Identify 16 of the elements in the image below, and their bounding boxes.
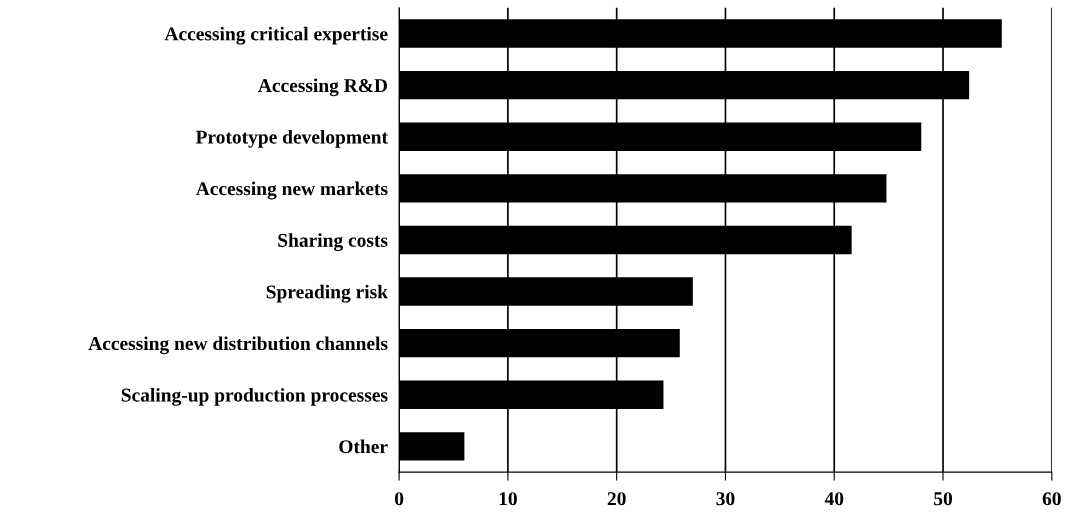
x-tick-label: 50 [934, 492, 953, 506]
y-tick-label: Other [339, 439, 388, 454]
y-tick-label: Scaling-up production processes [121, 387, 388, 406]
x-tick-label: 30 [716, 492, 735, 506]
y-tick-label: Sharing costs [278, 233, 388, 251]
y-tick-label: Spreading risk [266, 284, 388, 303]
y-tick-label: Accessing new distribution channels [88, 336, 388, 355]
y-tick-label: Accessing critical expertise [164, 26, 388, 45]
x-tick-label: 10 [499, 492, 517, 506]
x-tick-label: 40 [824, 492, 844, 506]
y-tick-label: Accessing new markets [195, 181, 388, 200]
y-tick-label: Accessing R&D [258, 78, 388, 97]
x-tick-label: 20 [607, 492, 626, 506]
y-tick-label: Prototype development [195, 129, 388, 148]
x-tick-label: 60 [1042, 492, 1061, 506]
x-tick-label: 0 [394, 492, 404, 506]
